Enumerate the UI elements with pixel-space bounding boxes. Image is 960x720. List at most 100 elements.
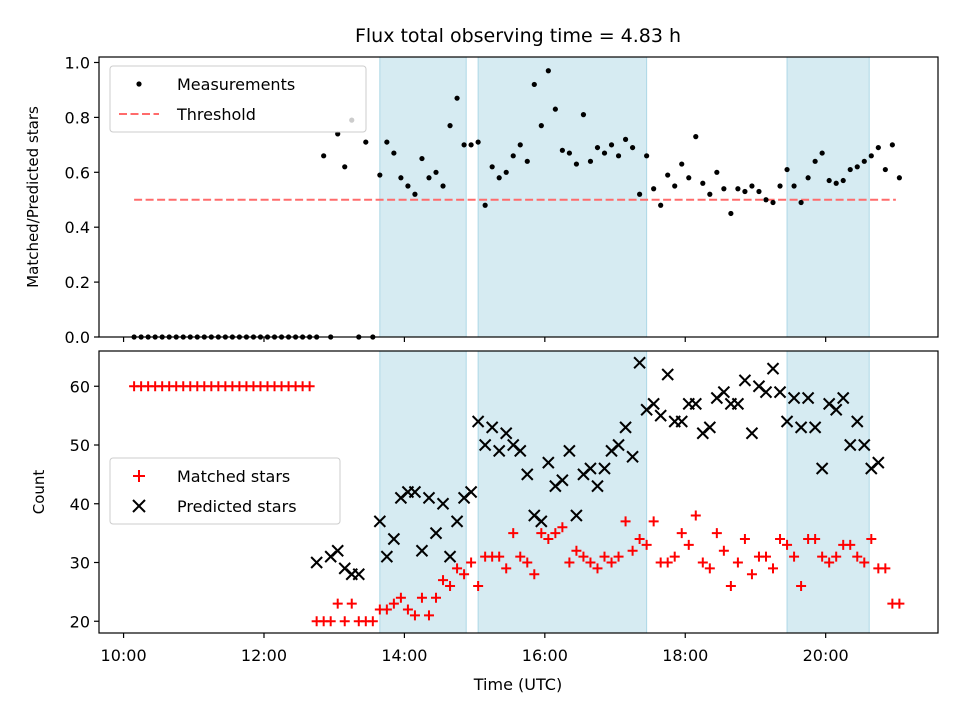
measurement-point xyxy=(545,68,551,74)
predicted-star-stroke xyxy=(310,556,323,569)
predicted-star-stroke xyxy=(500,427,513,440)
predicted-star-point xyxy=(675,415,688,428)
measurement-point xyxy=(826,177,832,184)
measurement-point xyxy=(594,144,601,151)
measurement-point xyxy=(875,144,881,151)
matched-star-point xyxy=(789,551,800,562)
measurement-point xyxy=(644,153,650,159)
top-axes: 0.0 0.2 0.4 0.6 0.8 1.0 xyxy=(65,53,939,347)
x-tick-label: 18:00 xyxy=(662,646,708,665)
predicted-star-stroke xyxy=(598,462,611,475)
matched-star-point xyxy=(852,551,863,562)
measurement-point xyxy=(882,166,888,173)
measurements-series xyxy=(131,68,902,340)
matched-star-point xyxy=(683,539,694,550)
measurement-point xyxy=(622,136,629,142)
predicted-star-stroke xyxy=(752,380,766,393)
measurement-point xyxy=(475,139,481,145)
matched-star-point xyxy=(613,551,624,562)
matched-star-point xyxy=(585,557,596,568)
legend-measurements-marker xyxy=(136,81,142,87)
predicted-star-point xyxy=(619,421,632,434)
predicted-star-stroke xyxy=(654,409,667,422)
matched-star-point xyxy=(515,551,526,562)
predicted-star-stroke xyxy=(450,515,464,528)
predicted-star-stroke xyxy=(514,444,527,458)
predicted-star-point xyxy=(331,544,344,557)
measurement-point xyxy=(749,183,755,189)
predicted-star-point xyxy=(851,415,864,428)
measurement-point xyxy=(819,150,825,156)
matched-star-point xyxy=(824,557,835,568)
matched-star-point xyxy=(704,563,715,574)
matched-star-point xyxy=(606,557,617,568)
predicted-star-point xyxy=(815,462,829,475)
matched-star-point xyxy=(395,592,406,603)
measurement-point xyxy=(342,164,348,170)
measurement-point xyxy=(489,164,495,170)
measurement-point xyxy=(615,153,622,159)
top-shaded-intervals xyxy=(379,56,870,338)
measurement-point xyxy=(482,202,488,208)
predicted-star-stroke xyxy=(633,356,646,369)
axes-frame xyxy=(98,350,939,634)
measurement-point xyxy=(889,142,895,148)
matched-star-point xyxy=(592,563,603,574)
predicted-star-point xyxy=(759,385,773,399)
predicted-star-point xyxy=(492,444,506,458)
legend-predicted-marker xyxy=(132,499,146,513)
predicted-stars-series xyxy=(310,356,885,581)
measurement-point xyxy=(854,164,860,170)
predicted-star-point xyxy=(450,515,464,528)
measurement-point xyxy=(833,180,839,186)
x-tick-label: 16:00 xyxy=(522,646,568,665)
legend-matched-marker xyxy=(133,470,145,482)
predicted-star-stroke xyxy=(808,421,822,434)
measurement-point xyxy=(461,142,467,148)
measurement-point xyxy=(728,210,734,217)
measurement-point xyxy=(503,169,509,175)
predicted-star-point xyxy=(661,368,674,381)
matched-star-point xyxy=(634,534,645,544)
matched-star-point xyxy=(739,534,750,544)
matched-star-point xyxy=(620,516,631,527)
predicted-star-stroke xyxy=(338,562,351,575)
x-tick-label: 10:00 xyxy=(101,646,147,665)
measurement-point xyxy=(552,106,558,112)
measurement-point xyxy=(651,186,657,192)
predicted-star-point xyxy=(745,427,759,440)
predicted-star-stroke xyxy=(647,397,660,411)
predicted-star-point xyxy=(500,427,513,440)
measurement-point xyxy=(426,175,432,181)
legend-measurements-label: Measurements xyxy=(177,75,295,94)
measurement-point xyxy=(454,95,460,101)
predicted-star-point xyxy=(844,438,857,452)
measurement-point xyxy=(686,175,692,181)
matched-star-point xyxy=(796,581,807,591)
measurement-point xyxy=(784,166,790,173)
predicted-star-stroke xyxy=(703,421,717,434)
matched-star-point xyxy=(459,569,470,580)
predicted-star-stroke xyxy=(352,568,365,581)
predicted-star-stroke xyxy=(556,474,569,487)
y-tick-label: 50 xyxy=(70,436,90,455)
predicted-star-stroke xyxy=(612,438,625,452)
predicted-star-point xyxy=(787,391,801,405)
predicted-star-stroke xyxy=(591,479,604,493)
predicted-star-stroke xyxy=(794,421,808,434)
measurement-point xyxy=(601,150,608,156)
predicted-star-stroke xyxy=(851,415,864,428)
measurement-point xyxy=(587,158,594,164)
measurement-point xyxy=(847,166,853,173)
predicted-star-stroke xyxy=(521,468,534,481)
top-legend: Measurements Threshold xyxy=(109,65,367,133)
measurement-point xyxy=(559,147,565,153)
y-tick-label: 0.0 xyxy=(65,328,90,347)
predicted-star-point xyxy=(654,409,667,422)
predicted-star-point xyxy=(872,456,885,469)
predicted-star-stroke xyxy=(626,450,639,463)
measurement-point xyxy=(812,158,818,164)
measurement-point xyxy=(629,144,636,151)
y-tick-label: 0.6 xyxy=(65,163,90,182)
